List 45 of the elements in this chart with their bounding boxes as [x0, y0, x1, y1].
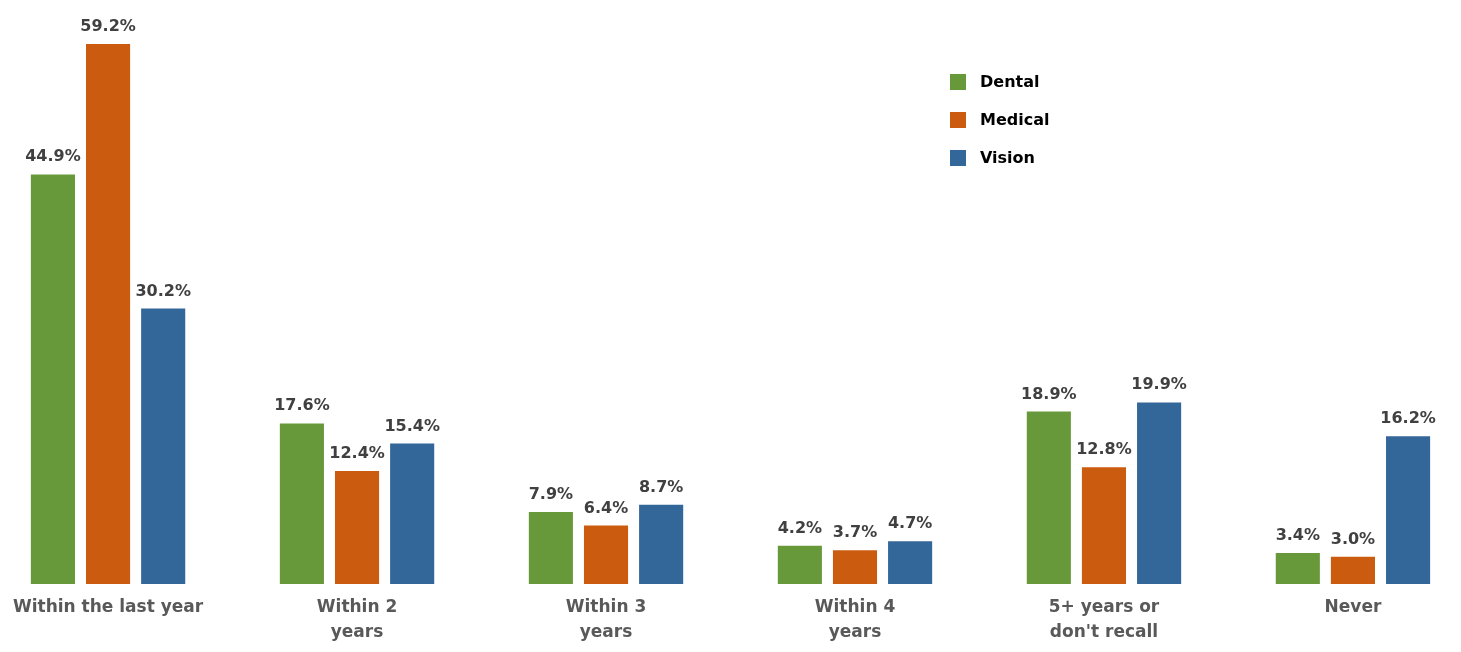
- bar: [1081, 467, 1127, 584]
- data-label: 4.7%: [887, 513, 933, 533]
- bar: [888, 541, 933, 584]
- bar: [1275, 552, 1320, 584]
- bar: [777, 545, 822, 584]
- data-label: 7.9%: [528, 483, 574, 503]
- bar: [832, 550, 878, 584]
- data-label: 4.2%: [777, 517, 823, 537]
- bar: [1137, 402, 1182, 584]
- data-label: 3.0%: [1330, 528, 1376, 548]
- bar: [279, 423, 324, 584]
- bar: [1386, 436, 1431, 584]
- legend-label: Vision: [980, 148, 1035, 167]
- data-label: 16.2%: [1380, 408, 1436, 428]
- bar: [1026, 411, 1071, 584]
- x-tick-label: Within 4 years: [814, 595, 896, 641]
- bar: [1330, 556, 1375, 584]
- bar: [583, 525, 629, 584]
- data-label: 19.9%: [1131, 374, 1187, 394]
- data-label: 3.7%: [832, 522, 878, 542]
- data-label: 17.6%: [274, 395, 330, 415]
- x-tick-label: Within the last year: [12, 595, 204, 616]
- data-label: 12.4%: [329, 442, 385, 462]
- x-tick-label: Never: [1324, 595, 1382, 616]
- bar: [390, 443, 435, 584]
- bar: [639, 504, 684, 584]
- data-label: 8.7%: [638, 476, 684, 496]
- bar: [86, 44, 131, 584]
- bar: [528, 511, 573, 584]
- bar: [141, 308, 186, 584]
- legend-label: Medical: [980, 110, 1050, 129]
- legend-label: Dental: [980, 72, 1040, 91]
- data-label: 59.2%: [80, 16, 136, 35]
- bar: [30, 174, 75, 584]
- data-label: 18.9%: [1021, 383, 1077, 403]
- data-label: 3.4%: [1275, 524, 1320, 544]
- bar: [334, 470, 380, 584]
- data-label: 12.8%: [1076, 439, 1132, 459]
- data-label: 44.9%: [25, 146, 81, 166]
- data-label: 30.2%: [135, 280, 191, 300]
- data-label: 15.4%: [384, 415, 440, 435]
- x-tick-label: Within 2 years: [316, 595, 398, 641]
- data-label: 6.4%: [583, 497, 629, 517]
- x-tick-label: Within 3 years: [565, 595, 647, 641]
- x-tick-label: 5+ years or don't recall: [1048, 595, 1160, 641]
